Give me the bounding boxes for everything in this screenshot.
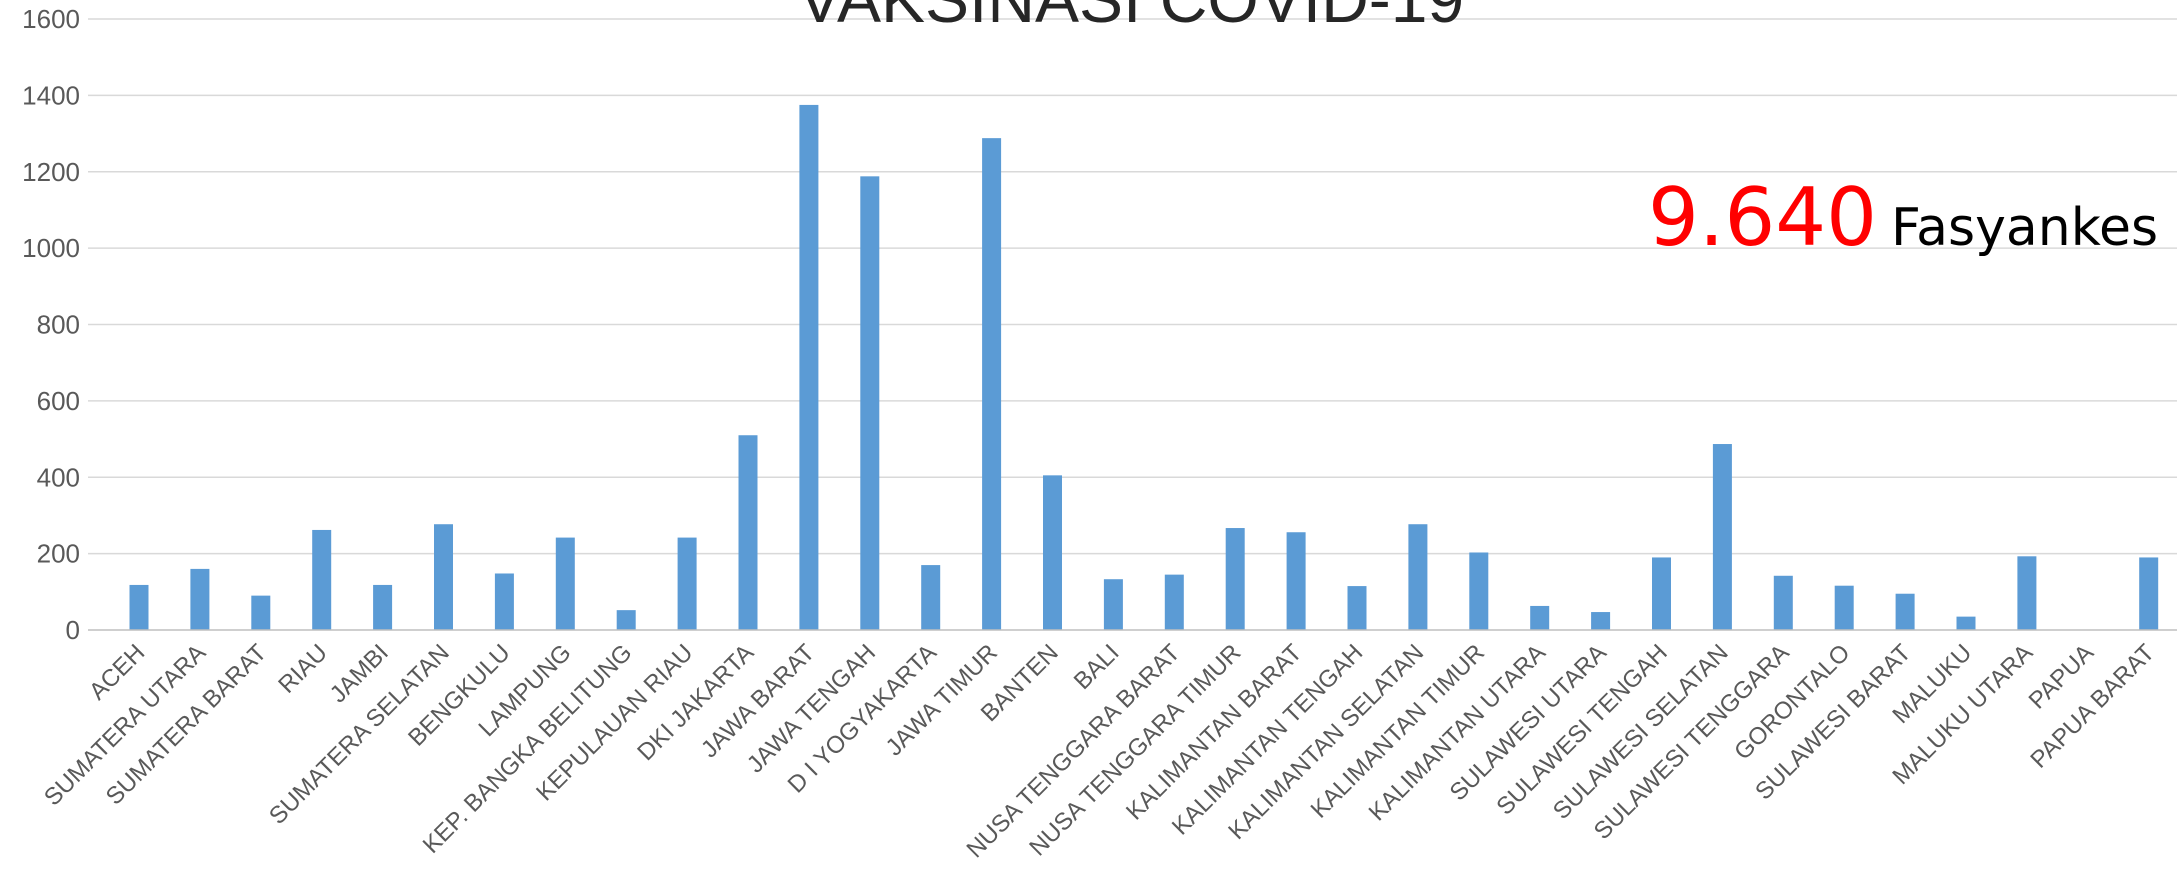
bar-aceh	[129, 584, 149, 630]
bar-banten	[1043, 475, 1062, 630]
bar-sulawesi-tenggara	[1773, 575, 1793, 630]
bar-riau	[312, 529, 332, 630]
y-tick-label: 1200	[22, 157, 80, 187]
y-tick-label: 0	[66, 615, 80, 645]
bar-kalimantan-tengah	[1347, 586, 1367, 630]
y-tick-label: 1000	[22, 233, 80, 263]
bar-nusa-tenggara-timur	[1225, 528, 1245, 630]
y-tick-label: 800	[37, 310, 80, 340]
total-annotation: 9.640 Fasyankes	[1648, 178, 2158, 258]
x-category-label: RIAU	[273, 639, 333, 699]
bar-maluku	[1956, 616, 1976, 630]
bar-nusa-tenggara-barat	[1164, 574, 1184, 630]
bars	[129, 104, 2159, 630]
bar-kep-bangka-belitung	[616, 610, 636, 630]
bar-sumatera-selatan	[434, 524, 453, 630]
bar-papua-barat	[2139, 557, 2159, 630]
bar-sulawesi-utara	[1591, 612, 1611, 630]
y-axis-ticks: 0 200 400 600 800 1000 1200 1400 1600	[22, 4, 80, 645]
bar-kalimantan-barat	[1286, 532, 1306, 630]
bar-d-i-yogyakarta	[921, 565, 941, 630]
bar-kalimantan-selatan	[1408, 524, 1428, 630]
bar-bali	[1103, 579, 1123, 630]
bar-jawa-timur	[982, 138, 1002, 630]
bar-sulawesi-selatan	[1712, 444, 1732, 630]
bar-jawa-barat	[799, 104, 819, 630]
bar-kalimantan-utara	[1530, 605, 1550, 630]
bar-lampung	[555, 537, 575, 630]
total-unit: Fasyankes	[1891, 198, 2159, 258]
y-tick-label: 600	[37, 386, 80, 416]
bar-maluku-utara	[2017, 556, 2037, 630]
y-tick-label: 200	[37, 539, 80, 569]
chart-title: VAKSINASI COVID-19	[798, 0, 1464, 36]
bar-kalimantan-timur	[1469, 552, 1489, 630]
y-tick-label: 400	[37, 462, 80, 492]
bar-gorontalo	[1834, 585, 1854, 630]
grid-lines	[88, 18, 2177, 555]
bar-sulawesi-tengah	[1652, 557, 1671, 630]
bar-sumatera-utara	[190, 568, 210, 630]
bar-jawa-tengah	[860, 176, 880, 630]
bar-kepulauan-riau	[677, 537, 697, 630]
bar-sumatera-barat	[251, 595, 271, 630]
bar-bengkulu	[494, 573, 514, 630]
y-tick-label: 1400	[22, 80, 80, 110]
bar-dki-jakarta	[738, 435, 758, 630]
y-tick-label: 1600	[22, 4, 80, 34]
bar-sulawesi-barat	[1895, 593, 1915, 630]
bar-jambi	[373, 584, 393, 630]
total-value: 9.640	[1648, 171, 1878, 264]
x-category-label: BALI	[1069, 639, 1125, 695]
